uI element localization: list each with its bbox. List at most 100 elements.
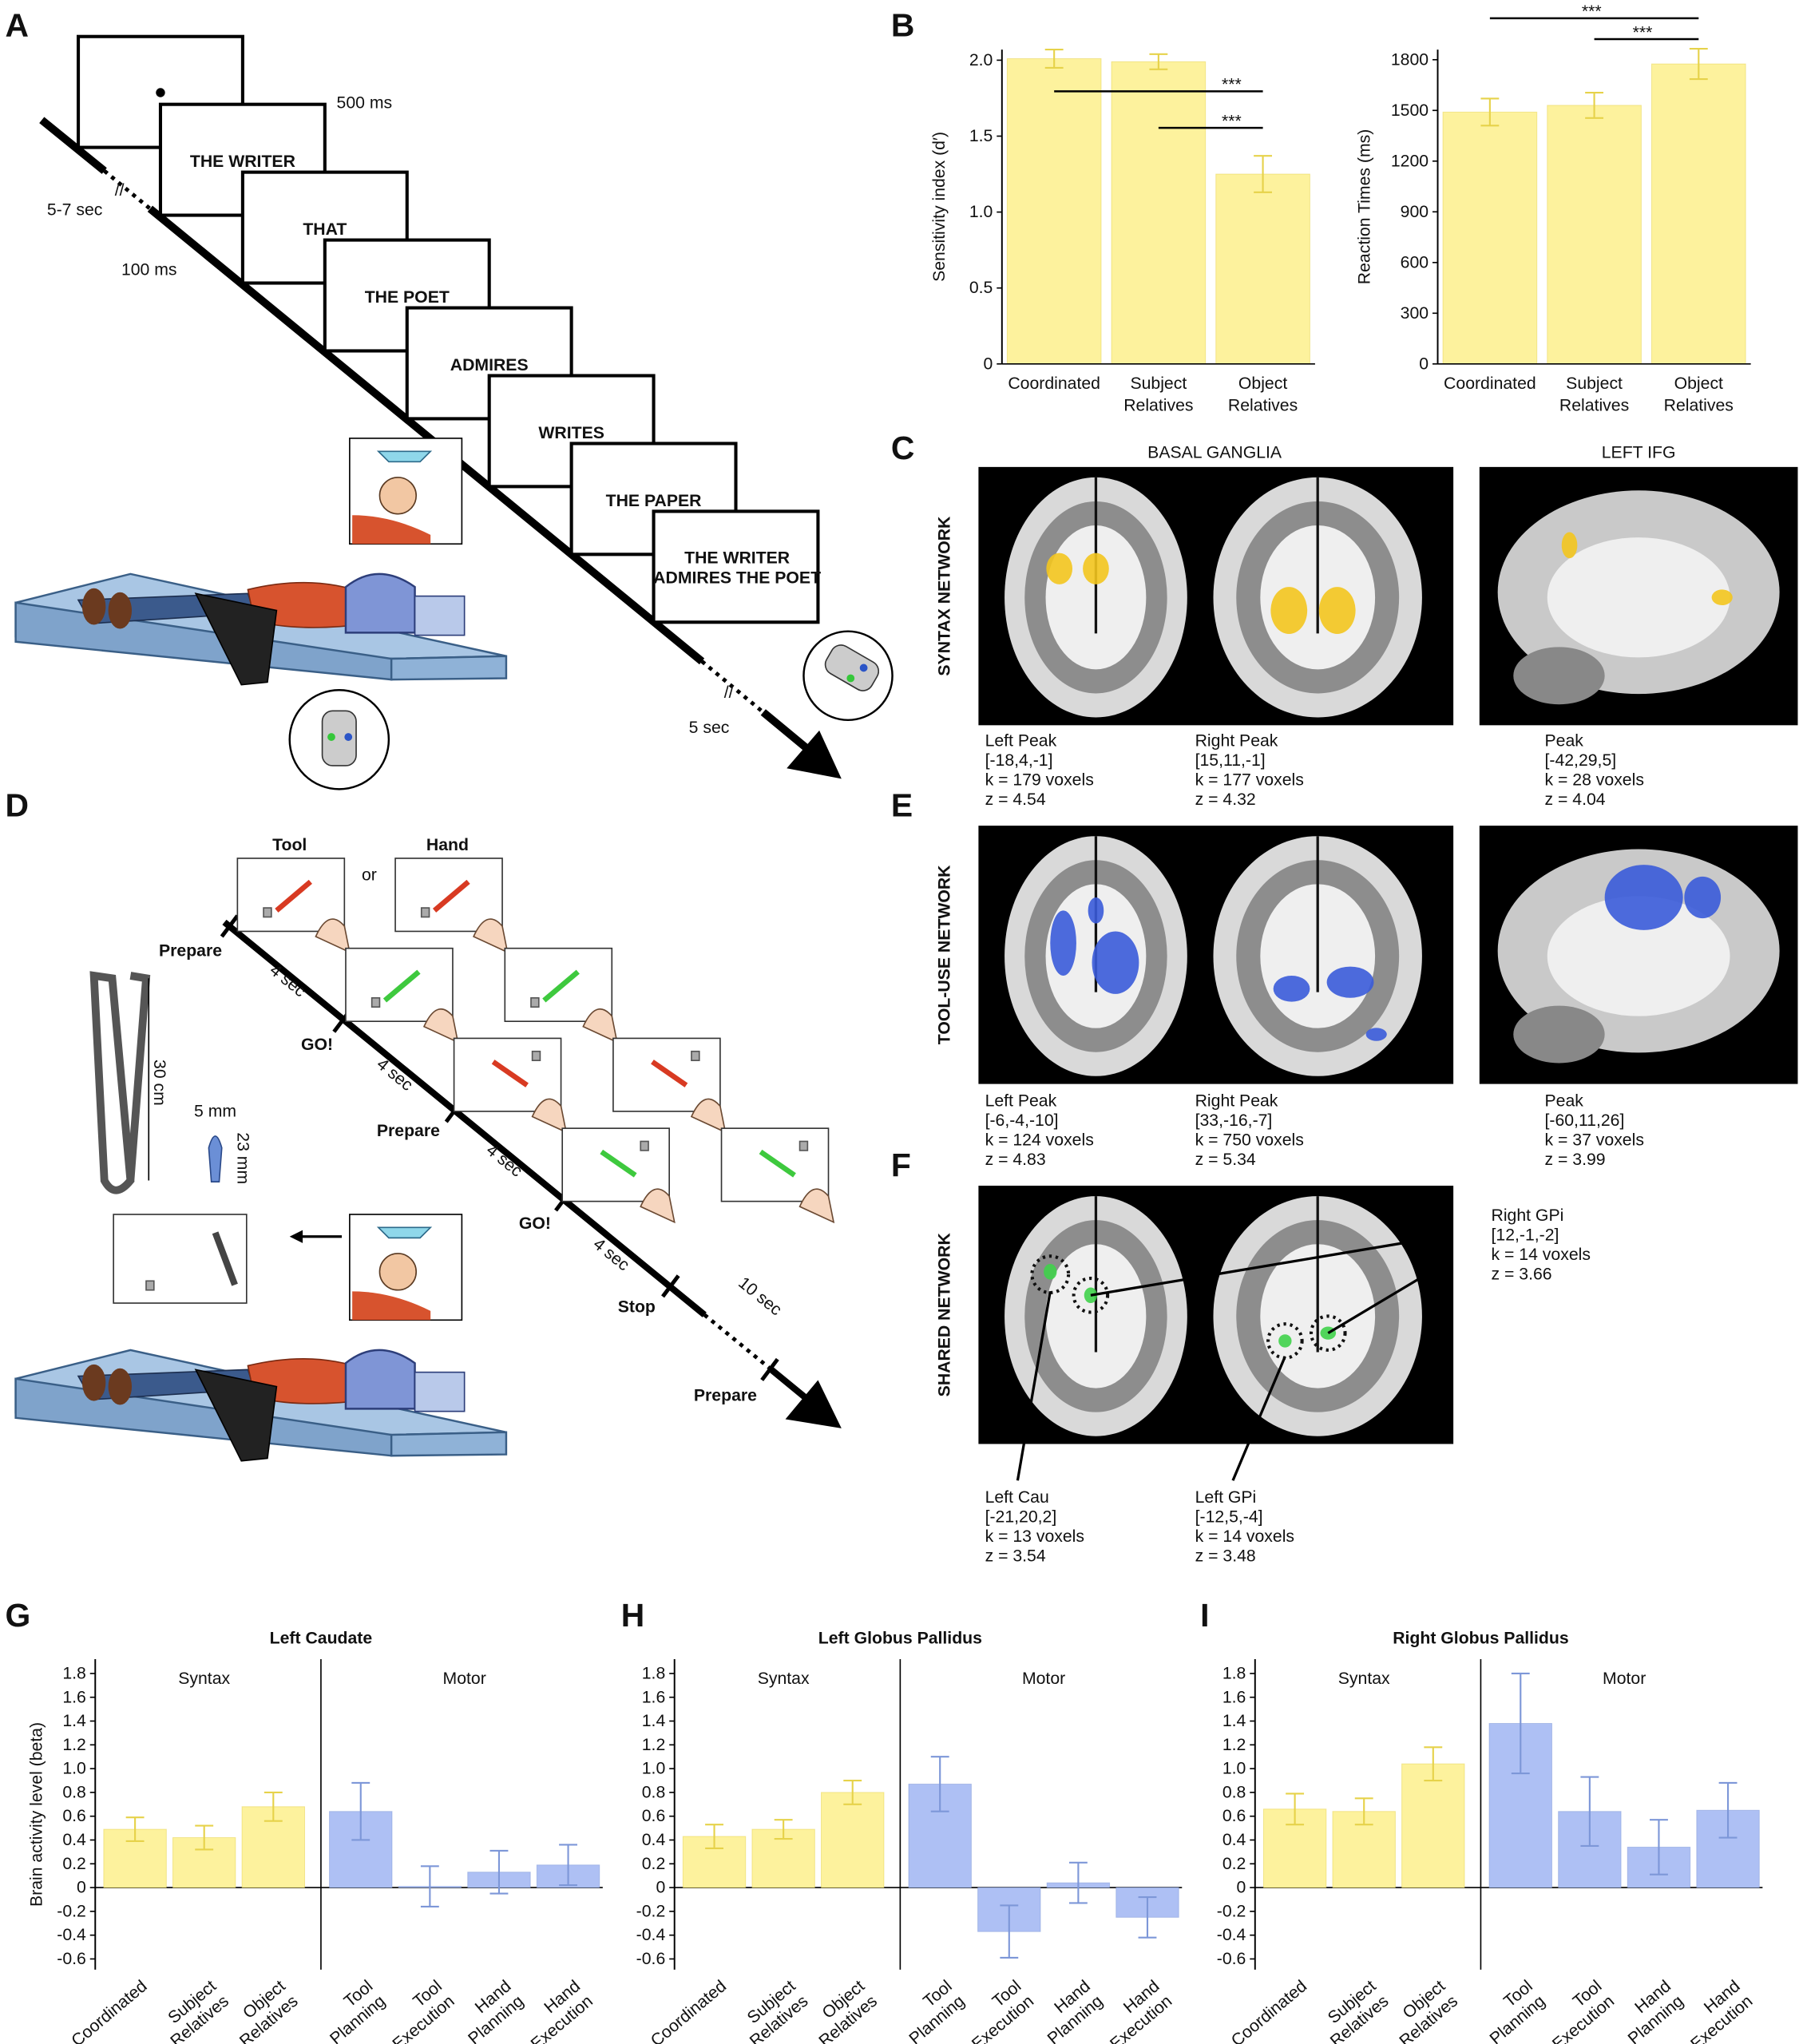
label-line: Relatives <box>1123 397 1193 415</box>
y-tick-label: 0 <box>1237 1879 1246 1897</box>
callout-line <box>1090 1235 1442 1297</box>
panel-letter: A <box>6 7 30 44</box>
timeline-label: Prepare <box>377 1122 440 1140</box>
x-tick-label: Coordinated <box>1008 374 1100 393</box>
peak-info: z = 5.34 <box>1195 1151 1256 1169</box>
peak-info: k = 124 voxels <box>985 1131 1094 1149</box>
peak-info: [15,11,-1] <box>1195 751 1266 770</box>
cerebellum <box>1513 647 1605 705</box>
row-label: SYNTAX NETWORK <box>935 516 953 676</box>
response-screen <box>194 592 278 686</box>
peak-info: z = 4.32 <box>1195 790 1256 809</box>
time-label: 100 ms <box>121 261 177 279</box>
target-box <box>263 907 272 918</box>
chart-title: Left Caudate <box>270 1629 373 1647</box>
button-left <box>327 733 335 741</box>
peak-info: k = 14 voxels <box>1492 1246 1591 1264</box>
probe-text: THE WRITER <box>684 549 790 568</box>
bar <box>1442 111 1538 365</box>
shoes <box>108 592 133 629</box>
chart-title: Right Globus Pallidus <box>1393 1629 1568 1647</box>
target-box <box>371 996 381 1008</box>
activation <box>1044 1264 1057 1280</box>
y-tick-label: 2.0 <box>969 51 993 69</box>
peak-info: Peak <box>1544 1091 1583 1110</box>
tip <box>208 1135 223 1182</box>
bar <box>821 1792 885 1888</box>
activation <box>1561 532 1578 559</box>
label-line: Object <box>1674 374 1723 393</box>
peak-info: Left Peak <box>985 731 1057 750</box>
task-screen <box>394 858 503 933</box>
movement-arrow <box>651 1060 688 1087</box>
target-box <box>145 1280 155 1291</box>
target-box <box>798 1140 809 1151</box>
activation <box>1083 553 1109 584</box>
hand <box>531 1098 568 1134</box>
activation <box>1092 931 1139 994</box>
timeline-axis <box>39 117 107 174</box>
column-header: BASAL GANGLIA <box>1147 443 1282 461</box>
y-axis-label: Sensitivity index (d′) <box>930 132 949 282</box>
y-tick-label: -0.6 <box>57 1950 86 1968</box>
y-tick-label: 1.4 <box>642 1712 666 1730</box>
y-tick-label: 0.8 <box>62 1783 86 1801</box>
peak-info: z = 3.54 <box>985 1547 1046 1566</box>
peak-info: [-60,11,26] <box>1544 1111 1624 1130</box>
response-screen <box>194 1369 278 1462</box>
label-line: Subject <box>1566 374 1623 393</box>
button-left <box>846 674 855 683</box>
peak-info: z = 4.04 <box>1544 790 1605 809</box>
hand <box>640 1188 676 1224</box>
target-box <box>420 907 430 918</box>
y-tick-label: 0.4 <box>62 1831 86 1849</box>
y-tick-label: 1.2 <box>62 1736 86 1754</box>
y-tick-label: -0.2 <box>1217 1902 1246 1920</box>
activation <box>1684 876 1722 919</box>
timeline-label: Prepare <box>159 941 222 960</box>
timeline-arrowhead <box>787 730 842 779</box>
scanner-bed-front <box>390 655 508 681</box>
stimulus-word: ADMIRES <box>450 356 529 374</box>
y-tick-label: 1800 <box>1391 50 1429 69</box>
activation <box>1365 1028 1387 1041</box>
peak-info: Right GPi <box>1492 1206 1564 1225</box>
button-right <box>859 664 868 672</box>
condition-label: or <box>362 866 377 885</box>
panel-letter: C <box>891 430 915 466</box>
y-tick-label: 900 <box>1401 203 1429 221</box>
y-tick-label: -0.4 <box>636 1926 666 1944</box>
fixation-dot <box>156 88 165 97</box>
y-tick-label: 0 <box>1419 355 1429 373</box>
callout-line <box>1016 1291 1052 1481</box>
y-tick-label: 0.8 <box>642 1783 666 1801</box>
peak-info: [-12,5,-4] <box>1195 1508 1263 1527</box>
significance-label: *** <box>1582 2 1602 21</box>
scanner-block <box>414 1371 466 1412</box>
activation <box>1604 865 1683 930</box>
y-tick-label: 0.2 <box>1222 1855 1246 1873</box>
condition-label: Hand <box>426 836 469 854</box>
time-label: 5-7 sec <box>47 201 103 220</box>
label-line: Relatives <box>1559 397 1629 415</box>
response-pad <box>321 710 357 766</box>
dimension-label: 23 mm <box>233 1132 252 1184</box>
label-line: Relatives <box>1664 397 1734 415</box>
shoes <box>108 1368 133 1405</box>
y-tick-label: 1.8 <box>1222 1664 1246 1682</box>
group-label: Motor <box>1603 1670 1646 1688</box>
peak-info: k = 14 voxels <box>1195 1527 1294 1546</box>
pliers <box>89 971 151 1194</box>
peak-info: k = 179 voxels <box>985 770 1094 789</box>
stimulus-word: THE POET <box>365 288 450 307</box>
y-tick-label: 0 <box>77 1879 86 1897</box>
y-tick-label: 0 <box>656 1879 665 1897</box>
chart-title: Left Globus Pallidus <box>818 1629 982 1647</box>
peak-info: Left GPi <box>1195 1488 1257 1507</box>
y-tick-label: 1500 <box>1391 101 1429 120</box>
task-screen <box>345 947 454 1023</box>
movement-arrow <box>759 1149 796 1178</box>
peak-info: Right Peak <box>1195 1091 1278 1110</box>
peak-info: z = 4.83 <box>985 1151 1046 1169</box>
